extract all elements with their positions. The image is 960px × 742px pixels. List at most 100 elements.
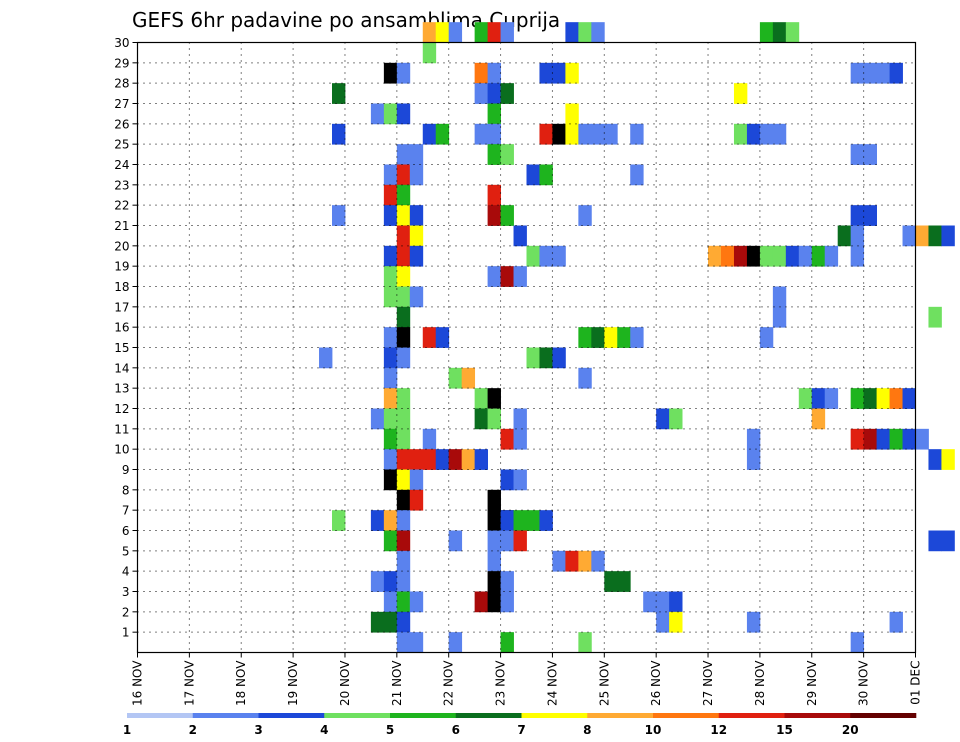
colorbar-swatch bbox=[653, 713, 720, 718]
heat-cell bbox=[409, 632, 424, 653]
heat-cell bbox=[798, 388, 813, 409]
y-tick-label: 8 bbox=[122, 483, 130, 497]
heat-cell bbox=[578, 22, 592, 43]
heat-cell bbox=[383, 428, 398, 450]
heat-cell bbox=[902, 388, 916, 409]
heat-cell bbox=[435, 327, 450, 348]
heat-cell bbox=[409, 245, 424, 267]
heat-cell bbox=[772, 123, 787, 145]
heat-cell bbox=[513, 266, 527, 287]
y-tick-label: 29 bbox=[114, 56, 129, 70]
heat-cell bbox=[396, 225, 411, 247]
y-tick-label: 15 bbox=[114, 341, 129, 355]
heat-cell bbox=[370, 571, 385, 592]
heat-cell bbox=[772, 306, 787, 328]
heat-cell bbox=[928, 306, 942, 328]
heat-cell bbox=[448, 449, 463, 470]
heat-cell bbox=[785, 22, 800, 43]
heat-cell bbox=[863, 144, 877, 165]
heat-cell bbox=[552, 347, 566, 369]
heat-cell bbox=[928, 530, 942, 552]
heat-cell bbox=[500, 571, 514, 592]
heat-cell bbox=[863, 62, 877, 84]
heat-cell bbox=[435, 22, 450, 43]
y-tick-label: 18 bbox=[114, 280, 129, 294]
heat-cell bbox=[863, 205, 877, 226]
heat-cell bbox=[656, 611, 670, 633]
heat-cell bbox=[630, 327, 644, 348]
heat-cell bbox=[396, 388, 411, 409]
heat-cell bbox=[383, 408, 398, 430]
heat-cell bbox=[487, 550, 501, 572]
heat-cell bbox=[643, 591, 657, 613]
grid-lines bbox=[137, 42, 916, 653]
heat-cell bbox=[422, 42, 437, 64]
colorbar-label: 8 bbox=[583, 723, 591, 737]
heat-cell bbox=[500, 83, 514, 104]
colorbar-label: 5 bbox=[386, 723, 394, 737]
colorbar-label: 20 bbox=[842, 723, 859, 737]
heat-cell bbox=[850, 245, 865, 267]
heat-cell bbox=[422, 123, 437, 145]
heat-cell bbox=[513, 530, 527, 552]
x-tick-label: 24 NOV bbox=[545, 660, 559, 706]
heat-cell bbox=[565, 103, 579, 125]
heat-cell bbox=[383, 530, 398, 552]
x-tick-label: 27 NOV bbox=[701, 660, 715, 706]
heat-cell bbox=[487, 266, 501, 287]
heat-cell bbox=[383, 286, 398, 308]
heat-cell bbox=[889, 388, 903, 409]
heat-cell bbox=[383, 205, 398, 226]
y-tick-label: 16 bbox=[114, 321, 129, 335]
colorbar-swatch bbox=[390, 713, 457, 718]
heat-cell bbox=[448, 632, 463, 653]
y-tick-label: 24 bbox=[114, 158, 129, 172]
heat-cell bbox=[396, 103, 411, 125]
heat-cell bbox=[889, 428, 903, 450]
heat-cell bbox=[435, 449, 450, 470]
x-tick-label: 18 NOV bbox=[234, 660, 248, 706]
heat-cell bbox=[552, 550, 566, 572]
heat-cell bbox=[474, 408, 488, 430]
y-tick-label: 21 bbox=[114, 219, 129, 233]
y-tick-label: 9 bbox=[122, 463, 130, 477]
y-tick-label: 6 bbox=[122, 524, 130, 538]
x-tick-label: 01 DEC bbox=[909, 661, 923, 705]
colorbar-swatch bbox=[258, 713, 325, 718]
heat-cell bbox=[383, 510, 398, 531]
heat-cell bbox=[500, 144, 514, 165]
heat-cell bbox=[383, 449, 398, 470]
heat-cell bbox=[941, 449, 955, 470]
heat-cell bbox=[889, 611, 903, 633]
colorbar-label: 4 bbox=[320, 723, 328, 737]
heat-cell bbox=[824, 245, 839, 267]
heat-cell bbox=[941, 530, 955, 552]
heat-cell bbox=[396, 591, 411, 613]
x-axis-ticks: 16 NOV 17 NOV 18 NOV 19 NOV 20 NOV 21 NOV 22 N… bbox=[131, 652, 923, 706]
heat-cell bbox=[578, 205, 592, 226]
heat-cell bbox=[850, 144, 865, 165]
heat-cell bbox=[383, 184, 398, 206]
heat-cell bbox=[487, 83, 501, 104]
heat-cell bbox=[591, 550, 605, 572]
heat-cell bbox=[591, 22, 605, 43]
heat-cell bbox=[578, 367, 592, 389]
heat-cell bbox=[850, 632, 865, 653]
heat-cell bbox=[396, 510, 411, 531]
colorbar-swatch bbox=[521, 713, 588, 718]
heat-cell bbox=[811, 388, 826, 409]
heat-cell bbox=[396, 266, 411, 287]
heat-cell bbox=[474, 22, 488, 43]
heat-cell bbox=[721, 245, 735, 267]
heat-cell bbox=[409, 205, 424, 226]
colorbar-label: 1 bbox=[123, 723, 131, 737]
heat-cell bbox=[396, 62, 411, 84]
heat-cell bbox=[889, 62, 903, 84]
heat-cell bbox=[448, 530, 463, 552]
heat-cell bbox=[500, 510, 514, 531]
heat-cell bbox=[500, 205, 514, 226]
heat-cell bbox=[487, 184, 501, 206]
heat-cell bbox=[396, 469, 411, 491]
heat-cell bbox=[370, 611, 385, 633]
heat-cell bbox=[487, 591, 501, 613]
